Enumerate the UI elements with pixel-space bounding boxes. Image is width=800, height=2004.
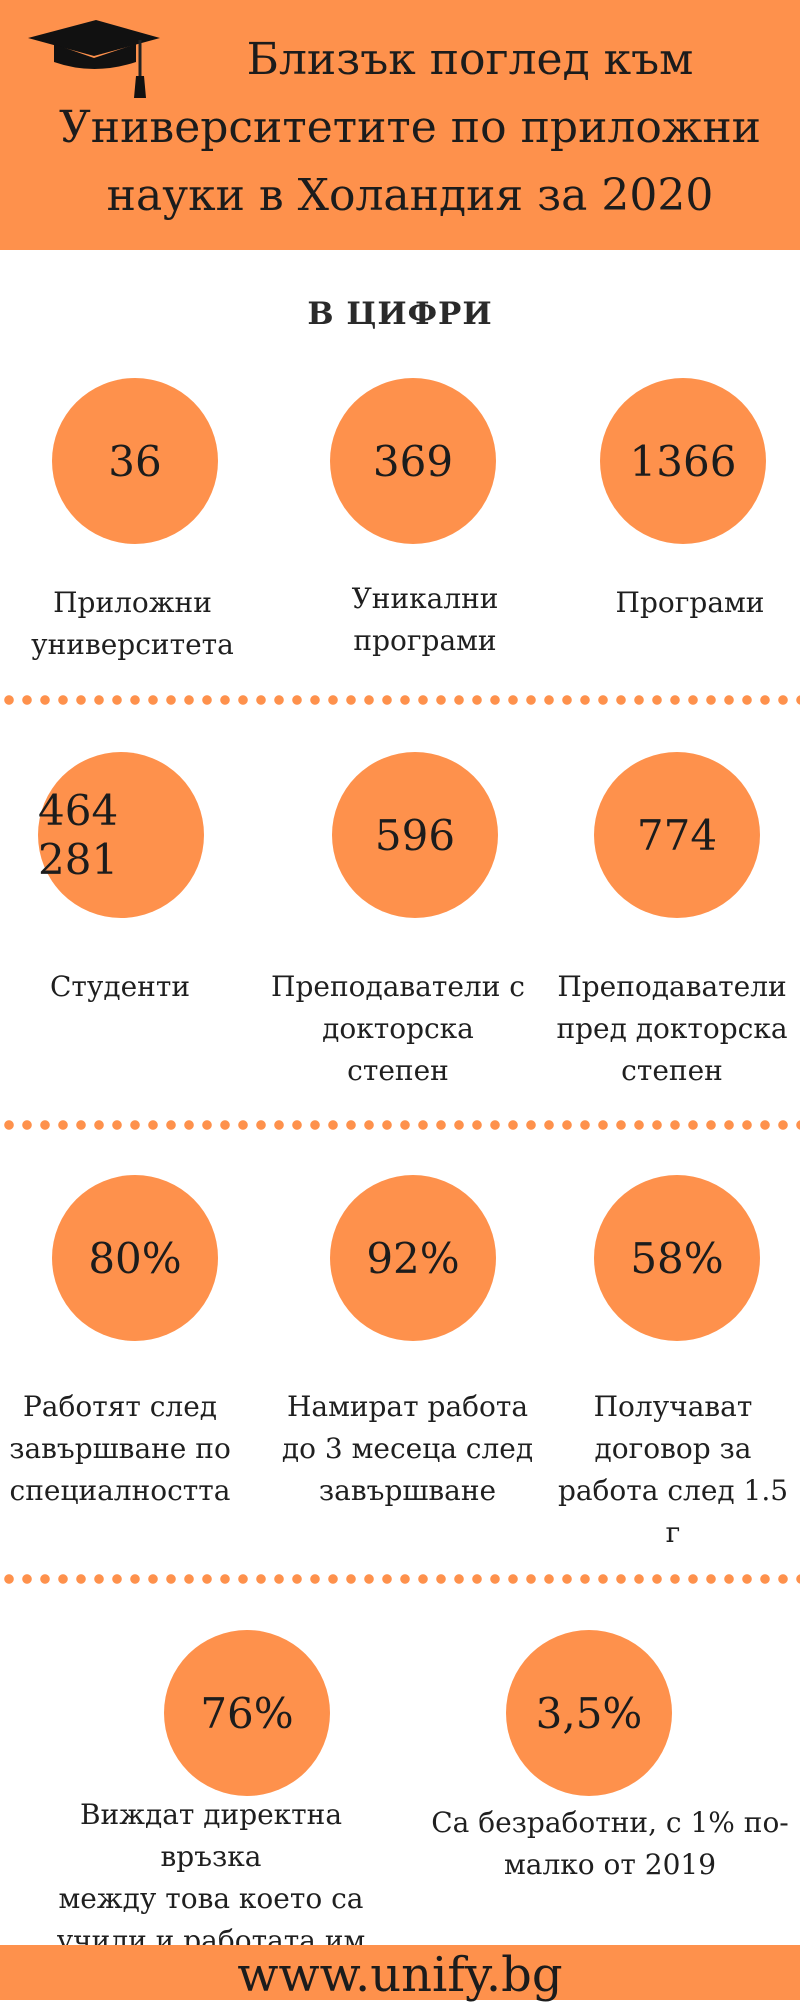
stat-label-get-contract: Получават договор за работа след 1.5 г — [548, 1386, 798, 1554]
label-line: пред докторска — [556, 1012, 788, 1045]
label-line: между това което са — [58, 1882, 364, 1915]
stat-circle-find-work: 92% — [330, 1175, 496, 1341]
label-line: степен — [621, 1054, 723, 1087]
label-line: Получават — [593, 1390, 753, 1423]
label-line: Намират работа — [286, 1390, 529, 1423]
stat-label-students: Студенти — [0, 966, 240, 1008]
stat-circle-pre-phd-teachers: 774 — [594, 752, 760, 918]
stat-label-unique-programs: Уникални програми — [290, 578, 560, 662]
stat-circle-students: 464 281 — [38, 752, 204, 918]
label-line: работа след 1.5 г — [557, 1474, 789, 1549]
label-line: Преподаватели с — [271, 970, 525, 1003]
stat-circle-programs: 1366 — [600, 378, 766, 544]
stat-label-universities: Приложни университета — [0, 582, 265, 666]
label-line: Преподаватели — [557, 970, 787, 1003]
stat-label-unemployed: Са безработни, с 1% по- малко от 2019 — [430, 1802, 790, 1886]
title-line-2: Университетите по приложни — [58, 102, 761, 153]
label-line: завършване — [318, 1474, 497, 1507]
stat-circle-work-in-field: 80% — [52, 1175, 218, 1341]
stat-label-find-work: Намират работа до 3 месеца след завършва… — [270, 1386, 545, 1512]
website-link[interactable]: www.unify.bg — [237, 1947, 563, 2003]
label-line: докторска — [322, 1012, 474, 1045]
stat-circle-universities: 36 — [52, 378, 218, 544]
stat-circle-unemployed: 3,5% — [506, 1630, 672, 1796]
label-line: Програми — [615, 586, 765, 619]
label-line: Приложни — [53, 586, 212, 619]
label-line: Работят след — [22, 1390, 218, 1423]
stat-circle-direct-link: 76% — [164, 1630, 330, 1796]
graduation-cap-icon — [28, 20, 160, 98]
label-line: Студенти — [49, 970, 190, 1003]
title-line-3: науки в Холандия за 2020 — [106, 170, 714, 221]
stat-label-work-in-field: Работят след завършване по специалността — [0, 1386, 240, 1512]
label-line: Уникални — [351, 582, 499, 615]
label-line: до 3 месеца след — [281, 1432, 534, 1465]
label-line: завършване по — [9, 1432, 231, 1465]
stat-circle-unique-programs: 369 — [330, 378, 496, 544]
page-title: Близък поглед към Университетите по прил… — [30, 26, 790, 230]
header-banner: Близък поглед към Университетите по прил… — [0, 0, 800, 250]
title-line-1: Близък поглед към — [246, 34, 694, 85]
label-line: степен — [347, 1054, 449, 1087]
footer-banner: www.unify.bg — [0, 1945, 800, 2003]
stat-label-pre-phd-teachers: Преподаватели пред докторска степен — [552, 966, 792, 1092]
label-line: Виждат директна връзка — [79, 1798, 343, 1873]
stat-circle-get-contract: 58% — [594, 1175, 760, 1341]
label-line: университета — [31, 628, 234, 661]
label-line: програми — [353, 624, 497, 657]
dotted-divider — [0, 1120, 800, 1130]
stat-label-phd-teachers: Преподаватели с докторска степен — [262, 966, 534, 1092]
dotted-divider — [0, 695, 800, 705]
dotted-divider — [0, 1574, 800, 1584]
label-line: специалността — [9, 1474, 231, 1507]
label-line: договор за — [594, 1432, 752, 1465]
label-line: Са безработни, с 1% по- — [431, 1806, 789, 1839]
stat-label-programs: Програми — [560, 582, 800, 624]
label-line: малко от 2019 — [503, 1848, 717, 1881]
section-heading: В ЦИФРИ — [307, 296, 493, 332]
stat-circle-phd-teachers: 596 — [332, 752, 498, 918]
